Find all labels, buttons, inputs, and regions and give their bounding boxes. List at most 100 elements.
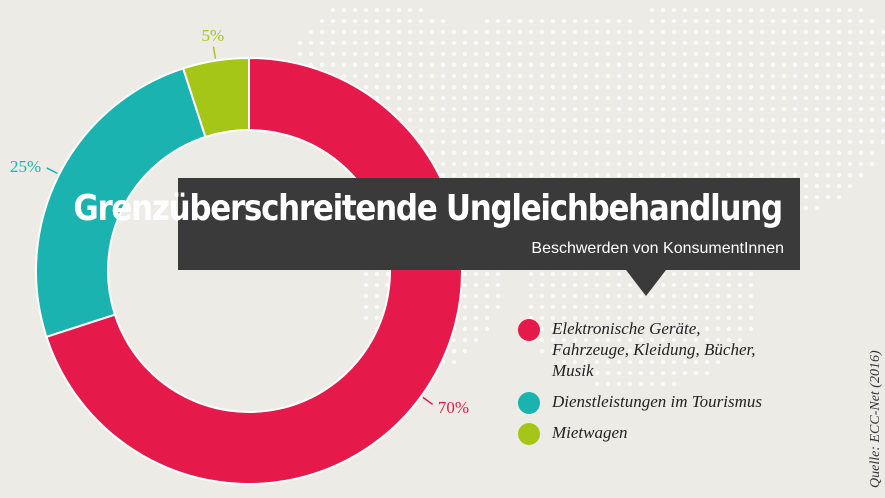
background-dot — [462, 315, 468, 321]
background-dot — [550, 84, 556, 90]
background-dot — [352, 62, 358, 68]
background-dot — [517, 18, 523, 24]
background-dot — [880, 117, 885, 123]
background-dot — [649, 95, 655, 101]
background-dot — [759, 62, 765, 68]
background-dot — [561, 139, 567, 145]
background-dot — [616, 29, 622, 35]
background-dot — [671, 271, 677, 277]
background-dot — [869, 161, 875, 167]
background-dot — [715, 150, 721, 156]
background-dot — [671, 106, 677, 112]
background-dot — [616, 128, 622, 134]
background-dot — [418, 18, 424, 24]
background-dot — [462, 73, 468, 79]
background-dot — [858, 7, 864, 13]
background-dot — [627, 337, 633, 343]
background-dot — [517, 29, 523, 35]
background-dot — [429, 117, 435, 123]
background-dot — [748, 7, 754, 13]
background-dot — [572, 84, 578, 90]
background-dot — [385, 40, 391, 46]
background-dot — [649, 381, 655, 387]
background-dot — [528, 106, 534, 112]
background-dot — [770, 139, 776, 145]
legend-label: Dienstleistungen im Tourismus — [552, 391, 818, 412]
background-dot — [770, 40, 776, 46]
background-dot — [561, 95, 567, 101]
background-dot — [484, 326, 490, 332]
background-dot — [726, 7, 732, 13]
background-dot — [451, 84, 457, 90]
background-dot — [495, 18, 501, 24]
background-dot — [484, 315, 490, 321]
background-dot — [649, 7, 655, 13]
background-dot — [594, 304, 600, 310]
background-dot — [858, 62, 864, 68]
background-dot — [880, 51, 885, 57]
background-dot — [418, 106, 424, 112]
background-dot — [660, 359, 666, 365]
background-dot — [660, 139, 666, 145]
background-dot — [627, 304, 633, 310]
background-dot — [781, 172, 787, 178]
background-dot — [385, 62, 391, 68]
background-dot — [704, 326, 710, 332]
background-dot — [407, 29, 413, 35]
background-dot — [803, 117, 809, 123]
background-dot — [418, 95, 424, 101]
background-dot — [473, 73, 479, 79]
background-dot — [407, 7, 413, 13]
background-dot — [693, 337, 699, 343]
background-dot — [693, 73, 699, 79]
background-dot — [836, 7, 842, 13]
background-dot — [396, 40, 402, 46]
background-dot — [627, 51, 633, 57]
background-dot — [682, 271, 688, 277]
background-dot — [825, 51, 831, 57]
background-dot — [770, 84, 776, 90]
background-dot — [550, 73, 556, 79]
background-dot — [880, 139, 885, 145]
background-dot — [495, 150, 501, 156]
background-dot — [704, 139, 710, 145]
background-dot — [847, 183, 853, 189]
background-dot — [814, 161, 820, 167]
background-dot — [858, 95, 864, 101]
background-dot — [616, 370, 622, 376]
background-dot — [660, 18, 666, 24]
background-dot — [605, 381, 611, 387]
background-dot — [671, 117, 677, 123]
background-dot — [660, 128, 666, 134]
background-dot — [704, 51, 710, 57]
background-dot — [550, 161, 556, 167]
background-dot — [682, 29, 688, 35]
background-dot — [429, 73, 435, 79]
background-dot — [473, 337, 479, 343]
background-dot — [858, 84, 864, 90]
background-dot — [869, 62, 875, 68]
background-dot — [396, 18, 402, 24]
source-note: Quelle: ECC-Net (2016) — [868, 350, 883, 488]
background-dot — [869, 51, 875, 57]
background-dot — [847, 73, 853, 79]
background-dot — [506, 62, 512, 68]
background-dot — [495, 139, 501, 145]
background-dot — [671, 150, 677, 156]
background-dot — [693, 172, 699, 178]
background-dot — [671, 282, 677, 288]
background-dot — [594, 29, 600, 35]
background-dot — [682, 51, 688, 57]
legend-item: Elektronische Geräte, Fahrzeuge, Kleidun… — [518, 318, 818, 381]
background-dot — [451, 95, 457, 101]
background-dot — [572, 73, 578, 79]
background-dot — [869, 139, 875, 145]
background-dot — [550, 62, 556, 68]
background-dot — [671, 18, 677, 24]
background-dot — [583, 315, 589, 321]
background-dot — [627, 128, 633, 134]
background-dot — [781, 73, 787, 79]
background-dot — [572, 370, 578, 376]
background-dot — [814, 29, 820, 35]
background-dot — [330, 62, 336, 68]
